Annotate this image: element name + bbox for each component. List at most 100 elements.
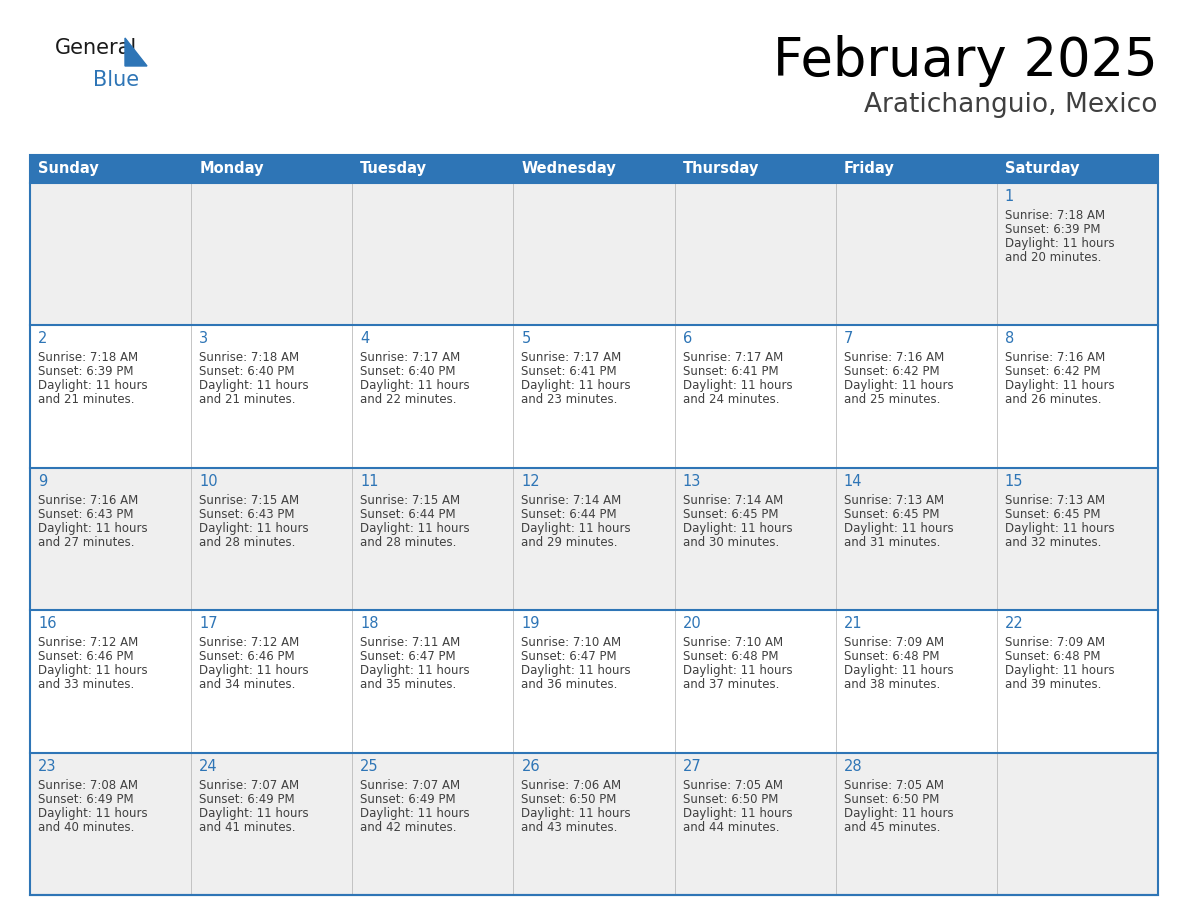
Text: Daylight: 11 hours: Daylight: 11 hours (843, 807, 953, 820)
Text: 28: 28 (843, 758, 862, 774)
Text: 5: 5 (522, 331, 531, 346)
Text: and 21 minutes.: and 21 minutes. (200, 394, 296, 407)
Text: Sunrise: 7:09 AM: Sunrise: 7:09 AM (843, 636, 943, 649)
Text: Daylight: 11 hours: Daylight: 11 hours (200, 665, 309, 677)
Text: Daylight: 11 hours: Daylight: 11 hours (683, 665, 792, 677)
Text: Saturday: Saturday (1005, 162, 1080, 176)
Text: 4: 4 (360, 331, 369, 346)
Text: Daylight: 11 hours: Daylight: 11 hours (522, 665, 631, 677)
Text: Sunrise: 7:16 AM: Sunrise: 7:16 AM (38, 494, 138, 507)
Text: 26: 26 (522, 758, 541, 774)
Text: Sunset: 6:44 PM: Sunset: 6:44 PM (522, 508, 617, 521)
Text: and 26 minutes.: and 26 minutes. (1005, 394, 1101, 407)
Text: February 2025: February 2025 (773, 35, 1158, 87)
Text: Daylight: 11 hours: Daylight: 11 hours (200, 521, 309, 535)
Text: Sunrise: 7:16 AM: Sunrise: 7:16 AM (843, 352, 944, 364)
Text: Blue: Blue (93, 70, 139, 90)
Text: and 33 minutes.: and 33 minutes. (38, 678, 134, 691)
Text: and 34 minutes.: and 34 minutes. (200, 678, 296, 691)
Text: Sunset: 6:47 PM: Sunset: 6:47 PM (522, 650, 617, 663)
Text: Daylight: 11 hours: Daylight: 11 hours (522, 521, 631, 535)
Text: Sunday: Sunday (38, 162, 99, 176)
Text: and 31 minutes.: and 31 minutes. (843, 536, 940, 549)
Text: and 35 minutes.: and 35 minutes. (360, 678, 456, 691)
Text: 21: 21 (843, 616, 862, 632)
Bar (30, 325, 1158, 468)
Text: and 28 minutes.: and 28 minutes. (360, 536, 456, 549)
Text: Sunset: 6:41 PM: Sunset: 6:41 PM (522, 365, 617, 378)
Text: Daylight: 11 hours: Daylight: 11 hours (522, 807, 631, 820)
Text: Sunset: 6:49 PM: Sunset: 6:49 PM (360, 792, 456, 806)
Text: and 27 minutes.: and 27 minutes. (38, 536, 134, 549)
Text: Sunrise: 7:17 AM: Sunrise: 7:17 AM (683, 352, 783, 364)
Text: 23: 23 (38, 758, 57, 774)
Text: Sunset: 6:46 PM: Sunset: 6:46 PM (38, 650, 133, 663)
Text: Sunset: 6:50 PM: Sunset: 6:50 PM (522, 792, 617, 806)
Text: 12: 12 (522, 474, 541, 488)
Text: and 36 minutes.: and 36 minutes. (522, 678, 618, 691)
Text: Daylight: 11 hours: Daylight: 11 hours (38, 807, 147, 820)
Text: and 40 minutes.: and 40 minutes. (38, 821, 134, 834)
Text: Daylight: 11 hours: Daylight: 11 hours (360, 379, 470, 392)
Text: 19: 19 (522, 616, 539, 632)
Text: Sunrise: 7:11 AM: Sunrise: 7:11 AM (360, 636, 461, 649)
Text: Sunset: 6:46 PM: Sunset: 6:46 PM (200, 650, 295, 663)
Text: and 43 minutes.: and 43 minutes. (522, 821, 618, 834)
Text: Sunset: 6:44 PM: Sunset: 6:44 PM (360, 508, 456, 521)
Text: Sunrise: 7:18 AM: Sunrise: 7:18 AM (200, 352, 299, 364)
Text: 27: 27 (683, 758, 701, 774)
Text: Daylight: 11 hours: Daylight: 11 hours (683, 521, 792, 535)
Text: Sunset: 6:40 PM: Sunset: 6:40 PM (360, 365, 456, 378)
Text: Daylight: 11 hours: Daylight: 11 hours (843, 521, 953, 535)
Bar (30, 155, 1158, 183)
Text: Sunset: 6:41 PM: Sunset: 6:41 PM (683, 365, 778, 378)
Text: and 38 minutes.: and 38 minutes. (843, 678, 940, 691)
Text: 10: 10 (200, 474, 217, 488)
Text: Sunset: 6:47 PM: Sunset: 6:47 PM (360, 650, 456, 663)
Text: 25: 25 (360, 758, 379, 774)
Text: and 22 minutes.: and 22 minutes. (360, 394, 456, 407)
Text: Sunset: 6:45 PM: Sunset: 6:45 PM (1005, 508, 1100, 521)
Text: Sunset: 6:39 PM: Sunset: 6:39 PM (38, 365, 133, 378)
Text: Sunrise: 7:10 AM: Sunrise: 7:10 AM (522, 636, 621, 649)
Text: and 21 minutes.: and 21 minutes. (38, 394, 134, 407)
Text: and 41 minutes.: and 41 minutes. (200, 821, 296, 834)
Text: 6: 6 (683, 331, 691, 346)
Text: Sunrise: 7:12 AM: Sunrise: 7:12 AM (38, 636, 138, 649)
Text: and 44 minutes.: and 44 minutes. (683, 821, 779, 834)
Text: Sunrise: 7:06 AM: Sunrise: 7:06 AM (522, 778, 621, 791)
Text: and 28 minutes.: and 28 minutes. (200, 536, 296, 549)
Text: Daylight: 11 hours: Daylight: 11 hours (683, 379, 792, 392)
Text: Daylight: 11 hours: Daylight: 11 hours (200, 807, 309, 820)
Text: Sunset: 6:40 PM: Sunset: 6:40 PM (200, 365, 295, 378)
Text: Sunset: 6:50 PM: Sunset: 6:50 PM (683, 792, 778, 806)
Text: and 23 minutes.: and 23 minutes. (522, 394, 618, 407)
Text: 14: 14 (843, 474, 862, 488)
Text: Sunset: 6:50 PM: Sunset: 6:50 PM (843, 792, 939, 806)
Text: Sunset: 6:42 PM: Sunset: 6:42 PM (843, 365, 940, 378)
Text: Sunrise: 7:10 AM: Sunrise: 7:10 AM (683, 636, 783, 649)
Text: and 29 minutes.: and 29 minutes. (522, 536, 618, 549)
Text: Sunset: 6:45 PM: Sunset: 6:45 PM (843, 508, 940, 521)
Text: Tuesday: Tuesday (360, 162, 428, 176)
Polygon shape (125, 38, 147, 66)
Text: Sunset: 6:43 PM: Sunset: 6:43 PM (200, 508, 295, 521)
Text: Sunrise: 7:07 AM: Sunrise: 7:07 AM (200, 778, 299, 791)
Text: and 42 minutes.: and 42 minutes. (360, 821, 456, 834)
Text: and 30 minutes.: and 30 minutes. (683, 536, 779, 549)
Text: 22: 22 (1005, 616, 1024, 632)
Text: 17: 17 (200, 616, 217, 632)
Text: Monday: Monday (200, 162, 264, 176)
Text: Daylight: 11 hours: Daylight: 11 hours (1005, 665, 1114, 677)
Text: 15: 15 (1005, 474, 1023, 488)
Text: Sunrise: 7:15 AM: Sunrise: 7:15 AM (360, 494, 461, 507)
Text: Sunset: 6:49 PM: Sunset: 6:49 PM (200, 792, 295, 806)
Text: Daylight: 11 hours: Daylight: 11 hours (360, 807, 470, 820)
Text: 9: 9 (38, 474, 48, 488)
Text: Sunrise: 7:18 AM: Sunrise: 7:18 AM (1005, 209, 1105, 222)
Text: Sunrise: 7:18 AM: Sunrise: 7:18 AM (38, 352, 138, 364)
Text: 8: 8 (1005, 331, 1015, 346)
Text: Sunset: 6:45 PM: Sunset: 6:45 PM (683, 508, 778, 521)
Text: 13: 13 (683, 474, 701, 488)
Bar (30, 753, 1158, 895)
